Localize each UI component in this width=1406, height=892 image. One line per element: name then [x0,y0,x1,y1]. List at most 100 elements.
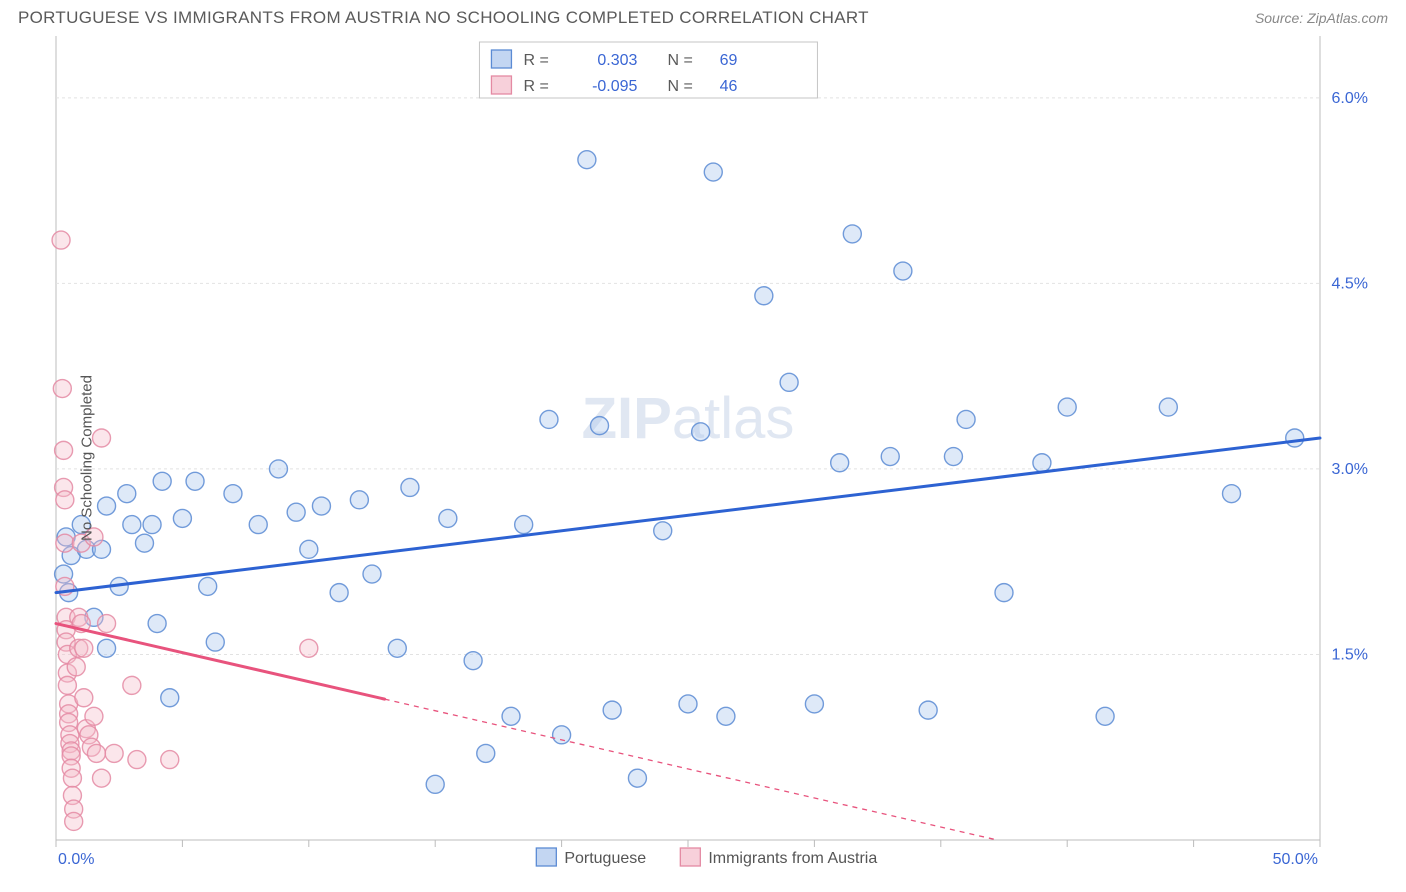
legend-series-label: Immigrants from Austria [708,850,877,867]
data-point [401,478,419,496]
data-point [53,380,71,398]
data-point [388,639,406,657]
data-point [98,497,116,515]
data-point [98,615,116,633]
data-point [93,769,111,787]
legend-series-label: Portuguese [564,850,646,867]
y-tick-label: 3.0% [1332,461,1368,478]
data-point [269,460,287,478]
data-point [477,744,495,762]
data-point [65,812,83,830]
data-point [805,695,823,713]
data-point [118,485,136,503]
legend-n-label: N = [667,52,692,69]
data-point [515,516,533,534]
data-point [123,516,141,534]
data-point [173,509,191,527]
data-point [199,577,217,595]
legend-swatch [491,50,511,68]
chart-container: No Schooling Completed 1.5%3.0%4.5%6.0%0… [18,34,1388,882]
y-tick-label: 4.5% [1332,275,1368,292]
series-portuguese [55,151,1304,794]
data-point [1033,454,1051,472]
legend-swatch [491,76,511,94]
data-point [628,769,646,787]
y-tick-label: 1.5% [1332,646,1368,663]
data-point [692,423,710,441]
data-point [206,633,224,651]
data-point [426,775,444,793]
data-point [75,639,93,657]
data-point [553,726,571,744]
data-point [717,707,735,725]
data-point [224,485,242,503]
data-point [300,540,318,558]
data-point [148,615,166,633]
chart-title: PORTUGUESE VS IMMIGRANTS FROM AUSTRIA NO… [18,8,869,28]
data-point [755,287,773,305]
data-point [439,509,457,527]
legend-r-label: R = [523,78,548,95]
data-point [143,516,161,534]
data-point [128,751,146,769]
data-point [603,701,621,719]
data-point [944,448,962,466]
scatter-chart: 1.5%3.0%4.5%6.0%0.0%50.0%ZIPatlasR =0.30… [18,34,1388,882]
legend-n-value: 69 [720,52,738,69]
data-point [881,448,899,466]
data-point [123,676,141,694]
legend-r-value: 0.303 [597,52,637,69]
regression-line-extrapolated [385,699,998,840]
data-point [58,676,76,694]
data-point [52,231,70,249]
data-point [704,163,722,181]
data-point [1286,429,1304,447]
chart-header: PORTUGUESE VS IMMIGRANTS FROM AUSTRIA NO… [0,0,1406,34]
data-point [1223,485,1241,503]
data-point [312,497,330,515]
data-point [300,639,318,657]
data-point [287,503,305,521]
data-point [919,701,937,719]
data-point [56,491,74,509]
data-point [654,522,672,540]
data-point [591,417,609,435]
data-point [56,534,74,552]
data-point [161,751,179,769]
legend-r-label: R = [523,52,548,69]
x-tick-label: 0.0% [58,851,94,868]
legend-swatch [536,848,556,866]
watermark: ZIPatlas [582,386,795,451]
data-point [350,491,368,509]
data-point [1096,707,1114,725]
data-point [135,534,153,552]
data-point [330,584,348,602]
data-point [63,769,81,787]
legend-swatch [680,848,700,866]
data-point [98,639,116,657]
data-point [67,658,85,676]
data-point [831,454,849,472]
data-point [75,689,93,707]
data-point [502,707,520,725]
data-point [679,695,697,713]
regression-line [56,438,1320,593]
data-point [363,565,381,583]
data-point [105,744,123,762]
data-point [85,707,103,725]
data-point [464,652,482,670]
data-point [87,744,105,762]
data-point [957,410,975,428]
data-point [55,441,73,459]
legend-r-value: -0.095 [592,78,637,95]
data-point [780,373,798,391]
data-point [153,472,171,490]
data-point [995,584,1013,602]
legend-n-label: N = [667,78,692,95]
data-point [843,225,861,243]
y-tick-label: 6.0% [1332,90,1368,107]
data-point [249,516,267,534]
legend-n-value: 46 [720,78,738,95]
chart-source: Source: ZipAtlas.com [1255,10,1388,26]
data-point [1058,398,1076,416]
